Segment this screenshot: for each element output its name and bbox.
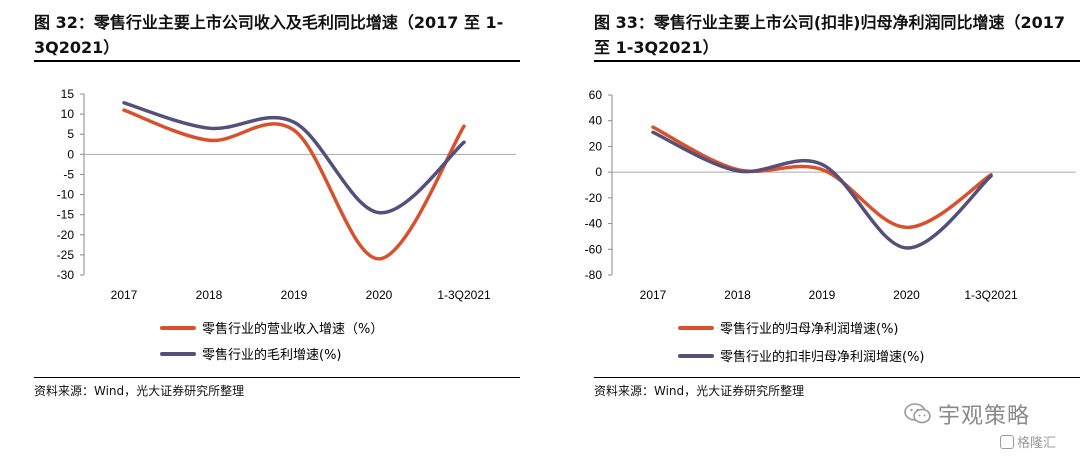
y-tick-label: -5 [63, 167, 74, 181]
watermark-text: 宇观策略 [938, 404, 1031, 429]
y-tick-label: -10 [57, 188, 75, 202]
series-line-0 [651, 125, 993, 230]
legend-label: 零售行业的扣非归母净利润增速(%) [720, 350, 925, 365]
legend-item: 零售行业的扣非归母净利润增速(%) [678, 346, 925, 365]
title-divider [594, 60, 1080, 62]
legend-swatch [160, 351, 196, 356]
legend-label: 零售行业的毛利增速(%) [202, 348, 342, 363]
x-tick-label: 1-3Q2021 [964, 288, 1018, 302]
line-chart-revenue-gross-profit: 15 10 5 0 -5 -10 -15 -20 -25 -30 2017 2018 2019 2020 1… [57, 87, 516, 302]
source-note: 资料来源：Wind，光大证券研究所整理 [34, 384, 245, 398]
source-divider [34, 377, 520, 378]
y-tick-label: 40 [589, 114, 603, 128]
line-chart-net-profit: 60 40 20 0 -20 -40 -60 -80 2017 2018 2019 2020 1-3Q2… [585, 88, 1076, 302]
chart-title: 图 32：零售行业主要上市公司收入及毛利同比增速（2017 至 1-3Q2021… [34, 13, 504, 57]
x-tick-label: 2017 [640, 288, 667, 302]
source-note: 资料来源：Wind，光大证券研究所整理 [594, 384, 805, 398]
legend-swatch [678, 325, 714, 330]
y-tick-label: 15 [61, 87, 75, 101]
y-tick-label: -20 [585, 191, 603, 205]
y-tick-label: -40 [585, 217, 603, 231]
y-tick-label: 0 [595, 165, 602, 179]
legend-item: 零售行业的归母净利润增速(%) [678, 318, 899, 337]
x-tick-label: 2018 [196, 288, 223, 302]
wechat-icon [904, 402, 932, 430]
legend-label: 零售行业的营业收入增速（%） [202, 322, 384, 337]
wechat-watermark: 宇观策略 [904, 398, 1074, 438]
series-line-0 [122, 108, 466, 261]
source-divider [594, 377, 1080, 378]
y-tick-label: -25 [57, 248, 75, 262]
title-divider [34, 60, 520, 62]
x-tick-label: 2018 [724, 288, 751, 302]
legend-item: 零售行业的营业收入增速（%） [160, 318, 383, 337]
y-tick-label: -30 [57, 268, 75, 282]
x-tick-label: 2019 [281, 288, 308, 302]
chart-panel-revenue-gross-profit: 图 32：零售行业主要上市公司收入及毛利同比增速（2017 至 1-3Q2021… [0, 0, 520, 420]
x-tick-label: 2019 [809, 288, 836, 302]
x-tick-label: 1-3Q2021 [437, 288, 491, 302]
legend-item: 零售行业的毛利增速(%) [160, 344, 342, 363]
legend-swatch [160, 325, 196, 330]
y-tick-label: 0 [67, 147, 74, 161]
legend-swatch [678, 353, 714, 358]
y-tick-label: 20 [589, 139, 603, 153]
y-tick-label: -15 [57, 208, 75, 222]
y-tick-label: 60 [589, 88, 603, 102]
y-tick-label: -20 [57, 228, 75, 242]
x-tick-label: 2020 [366, 288, 393, 302]
x-tick-label: 2017 [111, 288, 138, 302]
gelonghui-text: 格隆汇 [1017, 436, 1057, 451]
y-tick-label: -60 [585, 242, 603, 256]
gelonghui-logo-icon [1000, 435, 1014, 449]
chart-panel-net-profit: 图 33：零售行业主要上市公司(扣非)归母净利润同比增速（2017 至 1-3Q… [560, 0, 1080, 420]
gelonghui-mark: 格隆汇 [1000, 432, 1056, 451]
chart-title: 图 33：零售行业主要上市公司(扣非)归母净利润同比增速（2017 至 1-3Q… [594, 13, 1065, 57]
y-tick-label: -80 [585, 268, 603, 282]
y-tick-label: 10 [61, 107, 75, 121]
x-tick-label: 2020 [893, 288, 920, 302]
y-tick-label: 5 [67, 127, 74, 141]
series-line-1 [122, 101, 466, 215]
series-line-1 [651, 130, 993, 250]
legend-label: 零售行业的归母净利润增速(%) [720, 322, 899, 337]
